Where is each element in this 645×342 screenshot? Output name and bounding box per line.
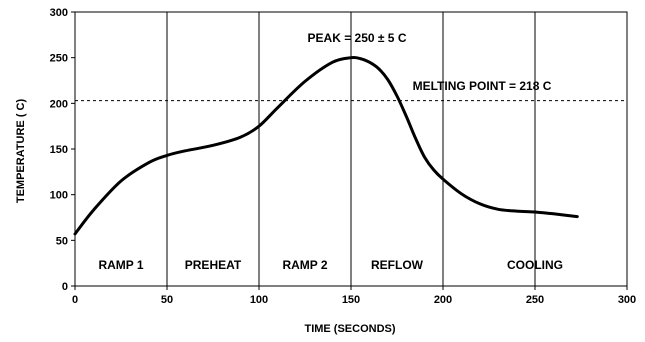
phase-label: REFLOW [371,258,424,272]
x-tick-label: 50 [161,294,173,306]
y-tick-label: 300 [50,7,68,19]
plot-area: 0 50 100 150 200 250 300 0 50 100 150 200 250 300 RAMP… [50,7,637,306]
peak-annotation: PEAK = 250 ± 5 C [308,31,407,45]
melting-point-label: MELTING POINT = 218 C [413,79,552,93]
x-tick-label: 0 [72,294,78,306]
y-tick-label: 0 [62,281,68,293]
y-axis-label: TEMPERATURE ( C) [15,99,27,204]
y-tick-label: 200 [50,98,68,110]
phase-label: RAMP 1 [98,258,143,272]
y-tick-label: 250 [50,53,68,65]
x-tick-label: 150 [342,294,360,306]
phase-label: PREHEAT [185,258,242,272]
phase-label: COOLING [507,258,563,272]
x-tick-label: 200 [434,294,452,306]
y-tick-label: 100 [50,190,68,202]
x-tick-label: 100 [250,294,268,306]
temperature-curve [73,55,579,236]
y-tick-label: 50 [56,235,68,247]
x-axis-label: TIME (SECONDS) [304,323,395,335]
phase-label: RAMP 2 [282,258,327,272]
y-tick-label: 150 [50,144,68,156]
x-tick-label: 300 [618,294,636,306]
x-tick-label: 250 [526,294,544,306]
